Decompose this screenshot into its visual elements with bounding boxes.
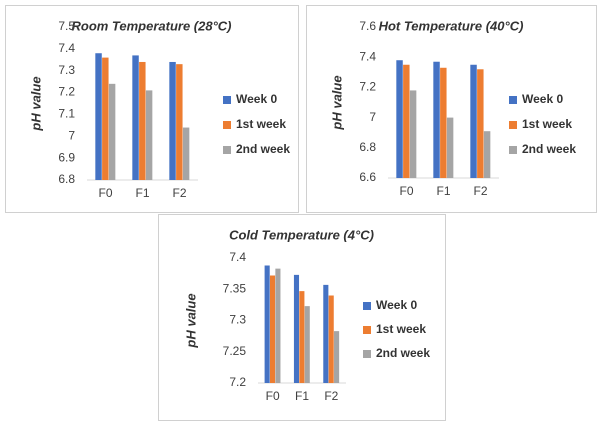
bar bbox=[169, 61, 176, 180]
y-tick-label: 7.4 bbox=[229, 250, 246, 264]
legend-label: Week 0 bbox=[236, 92, 277, 106]
y-tick-label: 6.6 bbox=[359, 170, 376, 184]
bar bbox=[409, 90, 417, 178]
x-tick-label: F0 bbox=[98, 186, 112, 200]
chart-title: Hot Temperature (40°C) bbox=[379, 18, 524, 33]
x-tick-label: F2 bbox=[473, 184, 487, 198]
bar bbox=[95, 53, 102, 180]
bar bbox=[304, 306, 310, 383]
bar bbox=[403, 64, 410, 178]
y-tick-label: 6.9 bbox=[58, 150, 75, 164]
bar bbox=[323, 284, 329, 383]
legend-swatch bbox=[223, 146, 231, 154]
y-tick-label: 6.8 bbox=[58, 172, 75, 186]
legend-swatch bbox=[223, 121, 231, 129]
legend-label: 1st week bbox=[522, 117, 572, 131]
bar bbox=[446, 117, 454, 178]
bar bbox=[293, 274, 300, 383]
y-tick-label: 7.2 bbox=[229, 375, 246, 389]
bar bbox=[396, 60, 403, 178]
y-tick-label: 7 bbox=[369, 110, 376, 124]
bar bbox=[433, 61, 440, 179]
y-tick-label: 7.5 bbox=[58, 19, 75, 33]
legend-label: 2nd week bbox=[522, 142, 576, 156]
x-tick-label: F1 bbox=[135, 186, 149, 200]
legend-swatch bbox=[509, 146, 517, 154]
y-tick-label: 7.6 bbox=[359, 19, 376, 33]
bar bbox=[477, 69, 484, 178]
x-tick-label: F0 bbox=[399, 184, 413, 198]
bar bbox=[334, 331, 340, 383]
x-tick-label: F1 bbox=[295, 389, 309, 403]
bar bbox=[470, 64, 477, 178]
y-tick-label: 7.3 bbox=[58, 63, 75, 77]
legend-label: 2nd week bbox=[236, 142, 290, 156]
chart-panel: Hot Temperature (40°C) pH value 6.6 6.8 7 7.2… bbox=[306, 5, 597, 213]
y-axis-label: pH value bbox=[183, 293, 198, 348]
y-tick-label: 7.25 bbox=[223, 344, 247, 358]
bar bbox=[269, 275, 276, 383]
legend-label: 1st week bbox=[236, 117, 286, 131]
legend-label: 2nd week bbox=[376, 346, 430, 360]
bar bbox=[483, 131, 491, 178]
y-axis-label: pH value bbox=[28, 76, 43, 131]
chart-title: Room Temperature (28°C) bbox=[71, 18, 231, 33]
bar bbox=[108, 83, 116, 180]
bar bbox=[264, 265, 270, 383]
bar bbox=[145, 90, 153, 180]
chart-title: Cold Temperature (4°C) bbox=[229, 227, 374, 242]
legend-swatch bbox=[509, 96, 517, 104]
bar bbox=[139, 61, 146, 180]
y-tick-label: 7.35 bbox=[223, 281, 247, 295]
bar bbox=[102, 57, 109, 180]
y-tick-label: 7.2 bbox=[359, 80, 376, 94]
legend-label: Week 0 bbox=[522, 92, 563, 106]
legend-swatch bbox=[363, 350, 371, 358]
legend-swatch bbox=[223, 96, 231, 104]
legend-label: Week 0 bbox=[376, 298, 417, 312]
y-tick-label: 7 bbox=[68, 128, 75, 142]
legend-swatch bbox=[509, 121, 517, 129]
y-tick-label: 7.3 bbox=[229, 313, 246, 327]
y-axis-label: pH value bbox=[329, 75, 344, 130]
legend-swatch bbox=[363, 326, 371, 334]
bar bbox=[328, 295, 334, 383]
chart-panel: Room Temperature (28°C) pH value 6.8 6.9 7 7.… bbox=[5, 5, 299, 213]
bar bbox=[299, 291, 305, 383]
legend-swatch bbox=[363, 302, 371, 310]
y-tick-label: 7.2 bbox=[58, 85, 75, 99]
y-tick-label: 7.4 bbox=[359, 49, 376, 63]
panel-border bbox=[306, 5, 597, 213]
y-tick-label: 7.4 bbox=[58, 41, 75, 55]
bar bbox=[182, 127, 190, 180]
x-tick-label: F0 bbox=[266, 389, 280, 403]
legend-label: 1st week bbox=[376, 322, 426, 336]
y-tick-label: 6.8 bbox=[359, 140, 376, 154]
bar bbox=[440, 67, 447, 178]
x-tick-label: F2 bbox=[172, 186, 186, 200]
chart-panel: Cold Temperature (4°C) pH value 7.2 7.25 7.3… bbox=[158, 214, 446, 421]
x-tick-label: F2 bbox=[324, 389, 338, 403]
bar bbox=[275, 268, 281, 383]
y-tick-label: 7.1 bbox=[58, 107, 75, 121]
x-tick-label: F1 bbox=[436, 184, 450, 198]
bar bbox=[176, 64, 183, 180]
bar bbox=[132, 55, 139, 180]
